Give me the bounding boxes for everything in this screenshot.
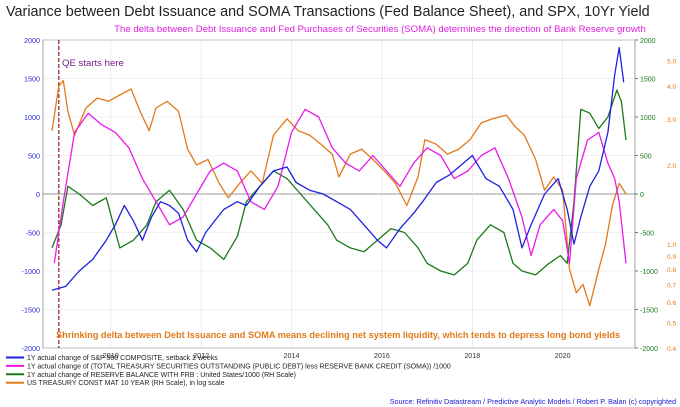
- legend: 1Y actual change of S&P 500 COMPOSITE, s…: [6, 355, 451, 387]
- right-yield-tick-label: 0.7: [667, 282, 676, 289]
- left-axis-tick-label: 500: [28, 152, 40, 161]
- right-reserves-tick-label: 0: [640, 192, 644, 199]
- right-reserves-tick-label: 500: [640, 154, 652, 161]
- right-yield-tick-label: 0.6: [667, 300, 676, 307]
- yield-series-line: [51, 79, 627, 307]
- x-axis-tick-label: 2014: [284, 351, 300, 360]
- right-yield-tick-label: 2.0: [667, 163, 676, 170]
- right-yield-tick-label: 4.0: [667, 84, 676, 91]
- x-axis-tick-label: 2012: [193, 351, 209, 360]
- left-axis-tick-label: 0: [36, 190, 40, 199]
- right-reserves-tick-label: 2000: [640, 38, 656, 45]
- right-reserves-tick-label: -2000: [640, 346, 658, 353]
- x-axis-tick-label: 2010: [103, 351, 119, 360]
- right-reserves-tick-label: -500: [640, 231, 654, 238]
- series-layer: [51, 40, 627, 348]
- legend-label: 1Y actual change of RESERVE BALANCE WITH…: [27, 372, 296, 379]
- right-reserves-tick-label: 1000: [640, 115, 656, 122]
- x-axis-tick-label: 2020: [555, 351, 571, 360]
- left-axis-tick-label: 1500: [24, 75, 40, 84]
- legend-label: 1Y actual change of (TOTAL TREASURY SECU…: [27, 363, 451, 370]
- right-yield-tick-label: 0.5: [667, 321, 676, 328]
- spx-series-line: [51, 47, 625, 291]
- right-reserves-tick-label: -1500: [640, 308, 658, 315]
- right-reserves-tick-label: 1500: [640, 77, 656, 84]
- right-yield-tick-label: 1.0: [667, 242, 676, 249]
- source-note: Source: Refinitiv Datastream / Predictiv…: [390, 397, 676, 406]
- debt-soma-series-line: [53, 108, 627, 264]
- reserves-series-line: [51, 89, 627, 276]
- right-yield-tick-label: 0.4: [667, 346, 676, 353]
- right-yield-tick-label: 3.0: [667, 117, 676, 124]
- right-yield-tick-label: 0.8: [667, 267, 676, 274]
- x-axis-tick-label: 2018: [464, 351, 480, 360]
- bottom-annotation: Shrinking delta between Debt Issuance an…: [56, 330, 620, 340]
- left-axis-tick-label: -1000: [22, 267, 40, 276]
- right-reserves-tick-label: -1000: [640, 269, 658, 276]
- left-axis-tick-label: -1500: [22, 306, 40, 315]
- left-axis-tick-label: -500: [26, 229, 40, 238]
- left-axis-tick-label: -2000: [22, 344, 40, 353]
- chart-title: Variance between Debt Issuance and SOMA …: [6, 4, 650, 20]
- qe-start-annotation: QE starts here: [62, 58, 124, 69]
- legend-label: 1Y actual change of S&P 500 COMPOSITE, s…: [27, 355, 218, 362]
- left-axis-tick-label: 1000: [24, 113, 40, 122]
- right-yield-tick-label: 5.0: [667, 59, 676, 66]
- chart-subtitle: The delta between Debt Issuance and Fed …: [114, 24, 646, 35]
- legend-label: US TREASURY CONST MAT 10 YEAR (RH Scale)…: [27, 380, 225, 387]
- grid-layer: [43, 39, 635, 349]
- right-yield-tick-label: 0.9: [667, 254, 676, 261]
- axes-layer: -2000 -1500 -1000 -500 0 500 1000 1500 2000 2010 2…: [22, 36, 677, 360]
- x-axis-tick-label: 2016: [374, 351, 390, 360]
- left-axis-tick-label: 2000: [24, 36, 40, 45]
